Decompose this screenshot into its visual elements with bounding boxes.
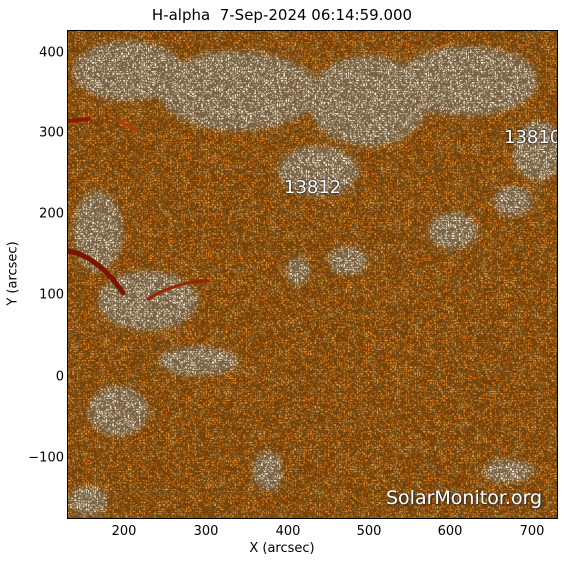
x-tick-label: 300	[193, 524, 219, 539]
y-tick-label: −100	[28, 450, 64, 466]
x-tick-label: 400	[275, 524, 301, 539]
region-label-13810: 13810	[504, 127, 558, 148]
y-axis-label: Y (arcsec)	[5, 241, 21, 306]
x-tick-label: 700	[519, 524, 545, 539]
x-tick-label: 200	[111, 524, 137, 539]
image-title: H-alpha 7-Sep-2024 06:14:59.000	[151, 6, 413, 24]
region-label-13812: 13812	[284, 177, 342, 198]
x-tick-label: 500	[356, 524, 382, 539]
y-tick-label: 100	[39, 287, 64, 303]
y-tick-label: 400	[39, 45, 64, 61]
watermark-text: SolarMonitor.org	[386, 487, 543, 509]
y-tick-label: 300	[39, 125, 64, 141]
x-tick-label: 600	[437, 524, 463, 539]
y-tick-label: 0	[55, 369, 64, 385]
y-tick-label: 200	[39, 206, 64, 222]
halpha-image: 13810 13812 SolarMonitor.org	[67, 30, 558, 519]
filaments	[68, 117, 210, 301]
solar-image-svg	[68, 31, 557, 518]
x-axis-label: X (arcsec)	[249, 541, 315, 556]
